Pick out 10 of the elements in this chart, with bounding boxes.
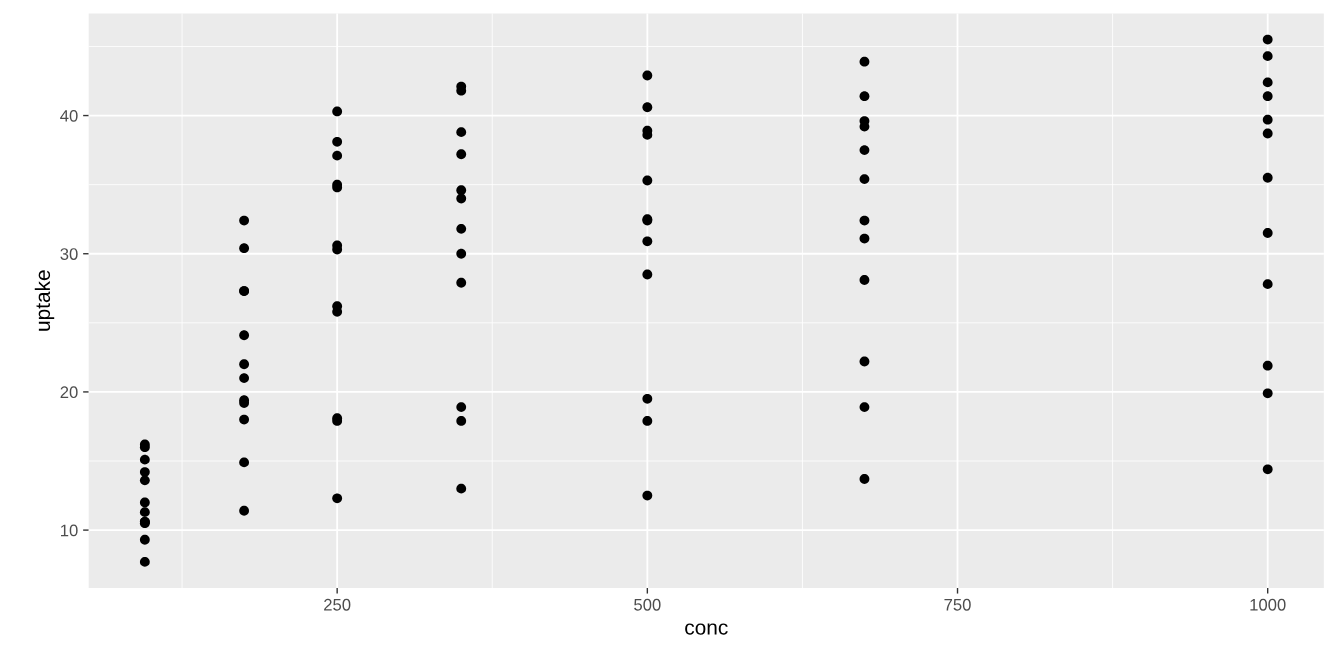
- x-tick-label: 250: [324, 598, 351, 611]
- x-axis-title: conc: [685, 623, 728, 635]
- y-tick-label: 10: [61, 524, 78, 537]
- x-tick-label: 1000: [1250, 598, 1286, 611]
- y-tick-label: 40: [60, 109, 78, 122]
- x-tick-label: 750: [944, 598, 971, 611]
- y-axis-title: uptake: [34, 270, 55, 331]
- y-tick-label: 20: [60, 386, 78, 399]
- y-tick-label: 30: [60, 248, 78, 260]
- x-tick-label: 500: [634, 598, 661, 611]
